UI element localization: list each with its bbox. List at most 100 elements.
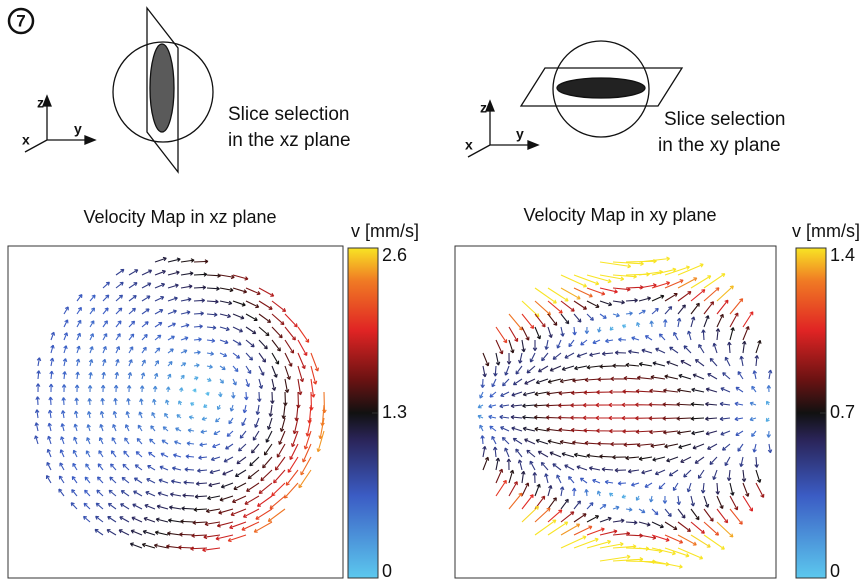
- vector: [103, 295, 109, 301]
- vector: [574, 314, 581, 322]
- vector: [525, 439, 535, 444]
- vector: [76, 372, 80, 379]
- vector: [224, 457, 233, 462]
- arrow: [43, 96, 51, 106]
- axes: [25, 98, 92, 152]
- vector: [165, 413, 168, 418]
- vector: [263, 457, 272, 468]
- vector: [209, 483, 220, 487]
- vector: [259, 353, 265, 362]
- vector: [481, 436, 485, 444]
- vector: [170, 493, 181, 497]
- vector: [652, 522, 663, 528]
- vector: [234, 483, 246, 490]
- vector: [659, 483, 665, 489]
- vector: [185, 468, 194, 472]
- vector: [72, 490, 77, 496]
- vector: [521, 471, 525, 483]
- vector: [535, 301, 550, 315]
- vector: [160, 466, 168, 470]
- vector: [258, 496, 272, 506]
- map-frame: [455, 246, 776, 578]
- vector: [605, 339, 613, 343]
- vector: [95, 529, 103, 535]
- vector: [533, 340, 537, 351]
- vector: [730, 509, 742, 524]
- vector: [481, 379, 485, 388]
- vector: [645, 483, 652, 487]
- vector: [219, 392, 223, 397]
- vector: [704, 522, 719, 535]
- vector: [624, 377, 639, 381]
- vector: [704, 274, 725, 288]
- vector: [88, 398, 92, 405]
- vector: [116, 359, 119, 366]
- vector: [626, 456, 639, 460]
- vector: [258, 392, 262, 402]
- vector: [161, 453, 168, 457]
- vector: [589, 467, 600, 471]
- vector: [85, 477, 90, 483]
- vector: [134, 491, 142, 496]
- vector: [613, 313, 619, 316]
- vector: [108, 517, 116, 522]
- vector: [102, 359, 105, 366]
- vector: [271, 392, 275, 404]
- vector: [533, 472, 537, 483]
- vector: [207, 274, 221, 278]
- colorbar-tick-label: 1.4: [830, 245, 855, 265]
- vector: [587, 516, 599, 522]
- vector: [678, 509, 685, 518]
- vector: [511, 404, 522, 408]
- vector: [107, 530, 116, 535]
- vector: [207, 313, 217, 317]
- vector: [750, 417, 756, 420]
- vector: [280, 418, 285, 432]
- vector: [500, 404, 509, 408]
- vector: [290, 444, 298, 460]
- vector: [112, 438, 116, 444]
- vector: [656, 348, 665, 353]
- vector: [550, 366, 561, 371]
- vector: [272, 327, 282, 338]
- vector: [61, 424, 64, 431]
- vector: [86, 451, 90, 457]
- vector: [140, 386, 144, 392]
- vector: [111, 464, 116, 470]
- vector: [560, 379, 574, 383]
- vector: [220, 301, 232, 305]
- panel-label: 7: [16, 11, 25, 30]
- vector: [639, 270, 663, 275]
- vector: [652, 295, 664, 301]
- vector: [298, 340, 307, 356]
- vector: [600, 517, 611, 522]
- vector: [220, 327, 229, 331]
- vector: [240, 431, 246, 438]
- vector: [681, 457, 691, 462]
- vector: [90, 308, 94, 314]
- vector: [150, 439, 155, 444]
- vector: [116, 282, 123, 288]
- vector: [663, 389, 678, 393]
- vector: [626, 508, 632, 512]
- vector: [272, 366, 277, 377]
- vector: [246, 340, 254, 347]
- vector: [195, 495, 207, 499]
- vector: [547, 392, 561, 396]
- vector: [77, 295, 82, 301]
- vector: [167, 532, 181, 536]
- vector: [270, 496, 285, 509]
- vector: [717, 496, 723, 509]
- vector: [527, 366, 535, 373]
- vector: [615, 351, 626, 355]
- vector: [62, 384, 66, 392]
- vector: [650, 321, 654, 327]
- vector: [693, 444, 704, 449]
- vector: [96, 516, 103, 522]
- vector: [701, 483, 705, 493]
- vector: [598, 327, 601, 332]
- vector: [179, 388, 183, 392]
- vector: [585, 489, 589, 496]
- vector: [574, 453, 587, 457]
- vector: [272, 314, 284, 325]
